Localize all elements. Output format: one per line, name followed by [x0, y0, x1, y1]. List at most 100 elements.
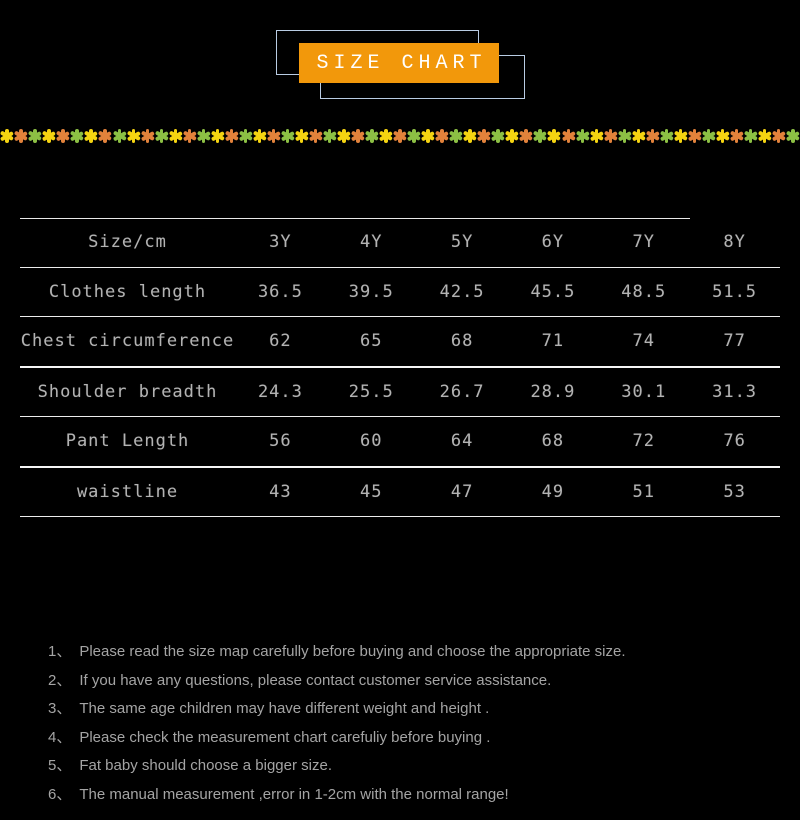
- note-item: 6、 The manual measurement ,error in 1-2cm…: [48, 781, 768, 810]
- column-header-size-cm: Size/cm: [88, 232, 167, 253]
- table-cell: 77: [723, 331, 746, 352]
- flower-asterisk-icon: [608, 129, 613, 143]
- note-text: The same age children may have different…: [79, 700, 490, 717]
- note-text: Please check the measurement chart caref…: [79, 728, 491, 746]
- note-item: 3、 The same age children may have differe…: [48, 695, 768, 724]
- flower-asterisk-icon: [159, 129, 164, 143]
- table-cell: 56: [269, 431, 292, 452]
- flower-asterisk-icon: [257, 129, 262, 143]
- row-label: Clothes length: [48, 281, 207, 302]
- note-number: 1、: [48, 643, 72, 660]
- table-cell: 51: [632, 481, 655, 502]
- flower-asterisk-icon: [47, 129, 51, 143]
- note-text: Fat baby should choose a bigger size.: [79, 757, 332, 774]
- notes-list: 1、 Please read the size map carefully bef…: [48, 638, 768, 809]
- row-label: Pant Length: [65, 431, 190, 452]
- table-cell: 28.9: [530, 381, 576, 402]
- table-cell: 64: [450, 431, 474, 452]
- flower-asterisk-icon: [313, 129, 318, 143]
- note-item: 4、 Please check the measurement chart car…: [48, 724, 768, 753]
- flower-asterisk-icon: [145, 129, 150, 143]
- flower-asterisk-icon: [678, 129, 683, 143]
- flower-asterisk-icon: [299, 129, 304, 143]
- column-header: 7Y: [632, 232, 655, 253]
- banner-box: SIZE CHART: [299, 43, 499, 83]
- size-table-header-row: Size/cm 3Y 4Y 5Y 6Y 7Y 8Y: [20, 218, 780, 268]
- flower-asterisk-icon: [720, 129, 725, 143]
- table-row: Chest circumference 62 65 68 71 74 77: [20, 317, 780, 368]
- header-banner: SIZE CHART: [0, 0, 800, 115]
- flower-asterisk-icon: [748, 129, 753, 143]
- note-item: 2、 If you have any questions, please cont…: [48, 667, 768, 696]
- flower-asterisk-icon: [692, 129, 697, 143]
- table-cell: 45: [360, 481, 383, 502]
- flower-asterisk-icon: [426, 129, 430, 143]
- table-cell: 53: [723, 481, 746, 502]
- flower-asterisk-icon: [776, 129, 781, 143]
- note-text: The manual measurement ,error in 1-2cm w…: [79, 785, 509, 803]
- table-cell: 26.7: [439, 381, 485, 402]
- table-cell: 51.5: [712, 281, 758, 302]
- flower-asterisk-icon: [580, 129, 585, 143]
- flower-asterisk-icon: [61, 129, 65, 143]
- row-label: waistline: [76, 481, 179, 502]
- table-cell: 25.5: [348, 381, 394, 402]
- size-table: Size/cm 3Y 4Y 5Y 6Y 7Y 8Y Clothes length 36.5 39…: [20, 218, 780, 517]
- flower-asterisk-icon: [201, 129, 206, 143]
- table-cell: 45.5: [530, 281, 576, 302]
- table-cell: 31.3: [712, 381, 758, 402]
- row-label: Shoulder breadth: [37, 381, 218, 402]
- flower-asterisk-icon: [454, 129, 458, 143]
- table-cell: 71: [541, 331, 565, 352]
- flower-asterisk-icon: [524, 129, 528, 143]
- table-cell: 60: [360, 431, 383, 452]
- flower-asterisk-icon: [19, 129, 23, 143]
- flower-asterisk-icon: [706, 129, 711, 143]
- column-header: 6Y: [541, 232, 565, 253]
- table-cell: 49: [541, 481, 565, 502]
- flower-asterisk-icon: [566, 129, 571, 143]
- flower-asterisk-icon: [412, 129, 416, 143]
- table-cell: 72: [632, 431, 655, 452]
- flower-asterisk-icon: [384, 129, 388, 143]
- flower-asterisk-icon: [75, 129, 79, 143]
- flower-asterisk-icon: [271, 129, 276, 143]
- table-cell: 74: [632, 331, 655, 352]
- table-row: Shoulder breadth 24.3 25.5 26.7 28.9 30.1 31.3: [20, 368, 780, 417]
- flower-asterisk-icon: [791, 129, 795, 143]
- flower-asterisk-icon: [594, 129, 599, 143]
- flower-asterisk-icon: [468, 129, 472, 143]
- table-cell: 47: [450, 481, 474, 502]
- flower-asterisk-icon: [117, 129, 122, 143]
- flower-asterisk-icon: [131, 129, 136, 143]
- table-cell: 43: [269, 481, 292, 502]
- flower-asterisk-icon: [243, 129, 248, 143]
- row-label: Chest circumference: [20, 331, 235, 352]
- table-cell: 24.3: [257, 381, 303, 402]
- column-header: 3Y: [269, 232, 292, 253]
- flower-asterisk-icon: [734, 129, 739, 143]
- table-top-border: [20, 218, 690, 219]
- flower-asterisk-icon: [482, 129, 486, 143]
- flower-asterisk-icon: [636, 129, 641, 143]
- flower-asterisk-icon: [103, 129, 107, 143]
- flower-asterisk-icon: [664, 129, 669, 143]
- flower-asterisk-icon: [89, 129, 93, 143]
- flower-asterisk-icon: [622, 129, 627, 143]
- table-row: waistline 43 45 47 49 51 53: [20, 468, 780, 517]
- flower-asterisk-icon: [327, 129, 332, 143]
- note-number: 2、: [48, 671, 72, 689]
- flower-asterisk-icon: [552, 129, 556, 143]
- flower-asterisk-icon: [187, 129, 192, 143]
- table-row: Pant Length 56 60 64 68 72 76: [20, 417, 780, 468]
- table-cell: 39.5: [348, 281, 394, 302]
- table-cell: 68: [450, 331, 474, 352]
- divider: [0, 127, 800, 145]
- flower-asterisk-icon: [496, 129, 500, 143]
- flower-asterisk-icon: [5, 129, 9, 143]
- table-cell: 62: [269, 331, 292, 352]
- table-cell: 76: [723, 431, 746, 452]
- note-item: 1、 Please read the size map carefully bef…: [48, 638, 768, 667]
- flower-asterisk-icon: [285, 129, 290, 143]
- table-row: Clothes length 36.5 39.5 42.5 45.5 48.5 51.5: [20, 268, 780, 317]
